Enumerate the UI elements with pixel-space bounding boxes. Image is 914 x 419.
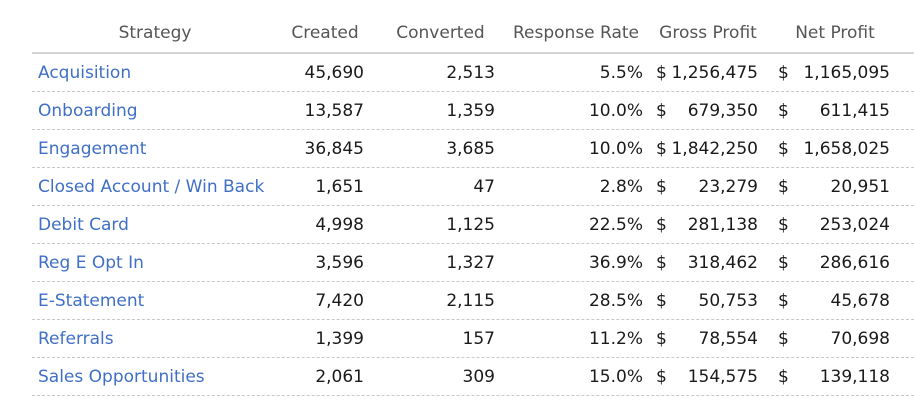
- net-profit-value: 1,165,095: [803, 62, 890, 83]
- gross-profit-value: 318,462: [687, 252, 758, 273]
- response-rate-value: 5.5%: [599, 62, 643, 83]
- created-value: 45,690: [304, 62, 364, 83]
- converted-value: 1,359: [446, 100, 495, 121]
- net-profit-value: 1,658,025: [803, 138, 890, 159]
- strategy-link[interactable]: Referrals: [38, 328, 114, 349]
- currency-symbol: $: [656, 290, 667, 311]
- currency-symbol: $: [778, 62, 789, 83]
- converted-value: 3,685: [446, 138, 495, 159]
- created-value: 3,596: [315, 252, 364, 273]
- gross-profit-value: 679,350: [687, 100, 758, 121]
- header-converted[interactable]: Converted: [396, 23, 485, 43]
- table-row: Closed Account / Win Back 1,651 47 2.8% …: [32, 168, 914, 206]
- net-profit-value: 45,678: [830, 290, 890, 311]
- response-rate-value: 11.2%: [588, 328, 643, 349]
- table-header: Strategy Created Converted Response Rate…: [32, 14, 914, 54]
- created-value: 36,845: [304, 138, 364, 159]
- response-rate-value: 10.0%: [588, 100, 643, 121]
- response-rate-value: 28.5%: [588, 290, 643, 311]
- response-rate-value: 15.0%: [588, 366, 643, 387]
- table-row: Acquisition 45,690 2,513 5.5% $ 1,256,47…: [32, 54, 914, 92]
- converted-value: 47: [473, 176, 495, 197]
- created-value: 1,399: [315, 328, 364, 349]
- response-rate-value: 10.0%: [588, 138, 643, 159]
- response-rate-value: 2.8%: [599, 176, 643, 197]
- net-profit-value: 253,024: [819, 214, 890, 235]
- table-row: Engagement 36,845 3,685 10.0% $ 1,842,25…: [32, 130, 914, 168]
- created-value: 4,998: [315, 214, 364, 235]
- table-row: Referrals 1,399 157 11.2% $ 78,554 $ 70,…: [32, 320, 914, 358]
- converted-value: 157: [462, 328, 495, 349]
- converted-value: 2,115: [446, 290, 495, 311]
- strategy-link[interactable]: E-Statement: [38, 290, 145, 311]
- header-strategy[interactable]: Strategy: [118, 23, 192, 43]
- currency-symbol: $: [656, 252, 667, 273]
- table-row: Reg E Opt In 3,596 1,327 36.9% $ 318,462…: [32, 244, 914, 282]
- currency-symbol: $: [656, 366, 667, 387]
- created-value: 2,061: [315, 366, 364, 387]
- currency-symbol: $: [778, 176, 789, 197]
- converted-value: 1,327: [446, 252, 495, 273]
- strategy-link[interactable]: Onboarding: [38, 100, 138, 121]
- table-row: E-Statement 7,420 2,115 28.5% $ 50,753 $…: [32, 282, 914, 320]
- currency-symbol: $: [778, 214, 789, 235]
- currency-symbol: $: [656, 100, 667, 121]
- strategy-link[interactable]: Reg E Opt In: [38, 252, 144, 273]
- gross-profit-value: 50,753: [698, 290, 758, 311]
- table-row: Onboarding 13,587 1,359 10.0% $ 679,350 …: [32, 92, 914, 130]
- currency-symbol: $: [778, 100, 789, 121]
- net-profit-value: 139,118: [819, 366, 890, 387]
- currency-symbol: $: [656, 138, 667, 159]
- currency-symbol: $: [656, 176, 667, 197]
- strategy-link[interactable]: Debit Card: [38, 214, 129, 235]
- converted-value: 2,513: [446, 62, 495, 83]
- strategy-link[interactable]: Engagement: [38, 138, 147, 159]
- table-row: Debit Card 4,998 1,125 22.5% $ 281,138 $…: [32, 206, 914, 244]
- converted-value: 309: [462, 366, 495, 387]
- table-row: Sales Opportunities 2,061 309 15.0% $ 15…: [32, 358, 914, 396]
- strategy-link[interactable]: Closed Account / Win Back: [38, 176, 265, 197]
- currency-symbol: $: [778, 290, 789, 311]
- created-value: 1,651: [315, 176, 364, 197]
- gross-profit-value: 1,842,250: [671, 138, 758, 159]
- response-rate-value: 22.5%: [588, 214, 643, 235]
- currency-symbol: $: [656, 328, 667, 349]
- converted-value: 1,125: [446, 214, 495, 235]
- strategy-link[interactable]: Sales Opportunities: [38, 366, 205, 387]
- net-profit-value: 286,616: [819, 252, 890, 273]
- gross-profit-value: 23,279: [698, 176, 758, 197]
- header-gross-profit[interactable]: Gross Profit: [659, 23, 757, 43]
- currency-symbol: $: [778, 252, 789, 273]
- currency-symbol: $: [778, 366, 789, 387]
- gross-profit-value: 154,575: [687, 366, 758, 387]
- currency-symbol: $: [778, 328, 789, 349]
- gross-profit-value: 78,554: [698, 328, 758, 349]
- created-value: 7,420: [315, 290, 364, 311]
- gross-profit-value: 1,256,475: [671, 62, 758, 83]
- header-net-profit[interactable]: Net Profit: [795, 23, 875, 43]
- created-value: 13,587: [304, 100, 364, 121]
- net-profit-value: 70,698: [830, 328, 890, 349]
- net-profit-value: 611,415: [819, 100, 890, 121]
- net-profit-value: 20,951: [830, 176, 890, 197]
- header-created[interactable]: Created: [291, 23, 359, 43]
- strategy-link[interactable]: Acquisition: [38, 62, 132, 83]
- currency-symbol: $: [656, 214, 667, 235]
- currency-symbol: $: [656, 62, 667, 83]
- strategy-table: Strategy Created Converted Response Rate…: [32, 14, 914, 396]
- currency-symbol: $: [778, 138, 789, 159]
- gross-profit-value: 281,138: [687, 214, 758, 235]
- header-response-rate[interactable]: Response Rate: [512, 23, 640, 43]
- response-rate-value: 36.9%: [588, 252, 643, 273]
